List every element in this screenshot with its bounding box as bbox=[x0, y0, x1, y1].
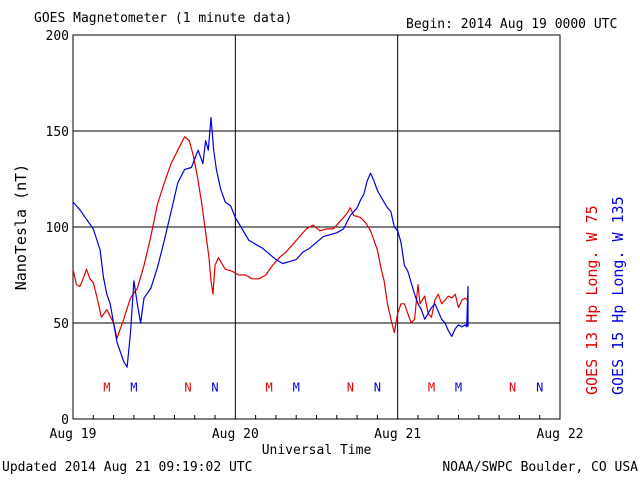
y-tick-label: 0 bbox=[61, 413, 69, 428]
local-time-marker-m: M bbox=[428, 380, 435, 394]
local-time-marker-n: N bbox=[347, 380, 354, 394]
updated-timestamp: Updated 2014 Aug 21 09:19:02 UTC bbox=[2, 460, 253, 475]
y-axis-title: NanoTesla (nT) bbox=[12, 164, 30, 290]
local-time-marker-m: M bbox=[130, 380, 137, 394]
y-tick-label: 100 bbox=[46, 221, 69, 236]
x-tick-label: Aug 22 bbox=[537, 427, 584, 442]
local-time-marker-n: N bbox=[184, 380, 191, 394]
local-time-marker-m: M bbox=[293, 380, 300, 394]
legend-entry-goes13: GOES 13 Hp Long. W 75 bbox=[583, 205, 601, 395]
data-credit: NOAA/SWPC Boulder, CO USA bbox=[442, 460, 638, 475]
series-line-goes13 bbox=[72, 136, 468, 339]
y-tick-label: 50 bbox=[53, 317, 69, 332]
x-tick-label: Aug 19 bbox=[50, 427, 97, 442]
local-time-marker-n: N bbox=[509, 380, 516, 394]
chart-title: GOES Magnetometer (1 minute data) bbox=[34, 11, 293, 26]
y-tick-label: 200 bbox=[46, 29, 69, 44]
legend-entry-goes15: GOES 15 Hp Long. W 135 bbox=[609, 196, 627, 395]
begin-time-label: Begin: 2014 Aug 19 0000 UTC bbox=[406, 17, 618, 32]
y-tick-label: 150 bbox=[46, 125, 69, 140]
local-time-marker-m: M bbox=[266, 380, 273, 394]
series-line-goes15 bbox=[72, 116, 469, 368]
local-time-marker-n: N bbox=[211, 380, 218, 394]
local-time-marker-m: M bbox=[455, 380, 462, 394]
x-axis-title: Universal Time bbox=[262, 443, 372, 458]
local-time-marker-n: N bbox=[536, 380, 543, 394]
x-tick-label: Aug 21 bbox=[374, 427, 421, 442]
local-time-marker-m: M bbox=[103, 380, 110, 394]
local-time-marker-n: N bbox=[374, 380, 381, 394]
x-tick-label: Aug 20 bbox=[212, 427, 259, 442]
